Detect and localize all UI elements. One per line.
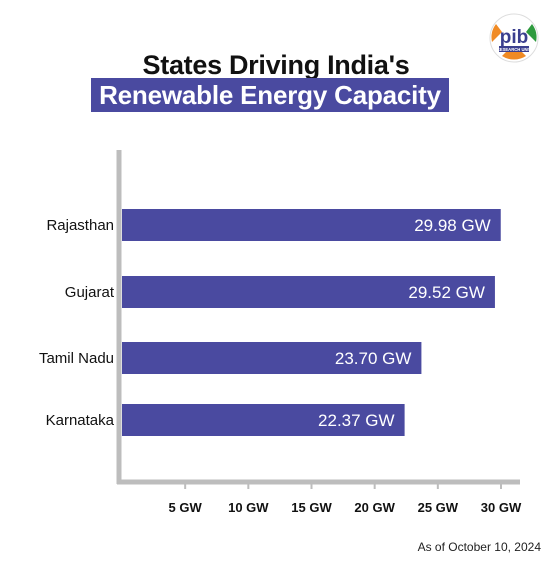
data-label: 23.70 GW	[335, 349, 412, 368]
bar	[122, 404, 405, 436]
x-tick-label: 15 GW	[291, 500, 332, 515]
x-tick-label: 20 GW	[354, 500, 395, 515]
category-label: Tamil Nadu	[39, 350, 114, 367]
category-label: Gujarat	[65, 284, 115, 301]
footnote: As of October 10, 2024	[417, 540, 541, 554]
pib-logo-icon: pib RESEARCH UNIT	[489, 13, 539, 63]
bar	[122, 342, 422, 374]
data-label: 22.37 GW	[318, 411, 395, 430]
x-tick-label: 30 GW	[481, 500, 522, 515]
bar	[122, 209, 501, 241]
category-label: Rajasthan	[46, 217, 114, 234]
chart-subtitle-banner: Renewable Energy Capacity	[91, 78, 449, 112]
x-tick-label: 5 GW	[169, 500, 203, 515]
category-label: Karnataka	[46, 412, 115, 429]
logo-subtext: RESEARCH UNIT	[497, 47, 532, 52]
data-label: 29.98 GW	[414, 216, 491, 235]
chart-title: States Driving India's	[142, 50, 410, 80]
x-tick-label: 10 GW	[228, 500, 269, 515]
bar	[122, 276, 495, 308]
x-tick-label: 25 GW	[418, 500, 459, 515]
data-label: 29.52 GW	[408, 283, 485, 302]
logo-text: pib	[500, 27, 529, 48]
